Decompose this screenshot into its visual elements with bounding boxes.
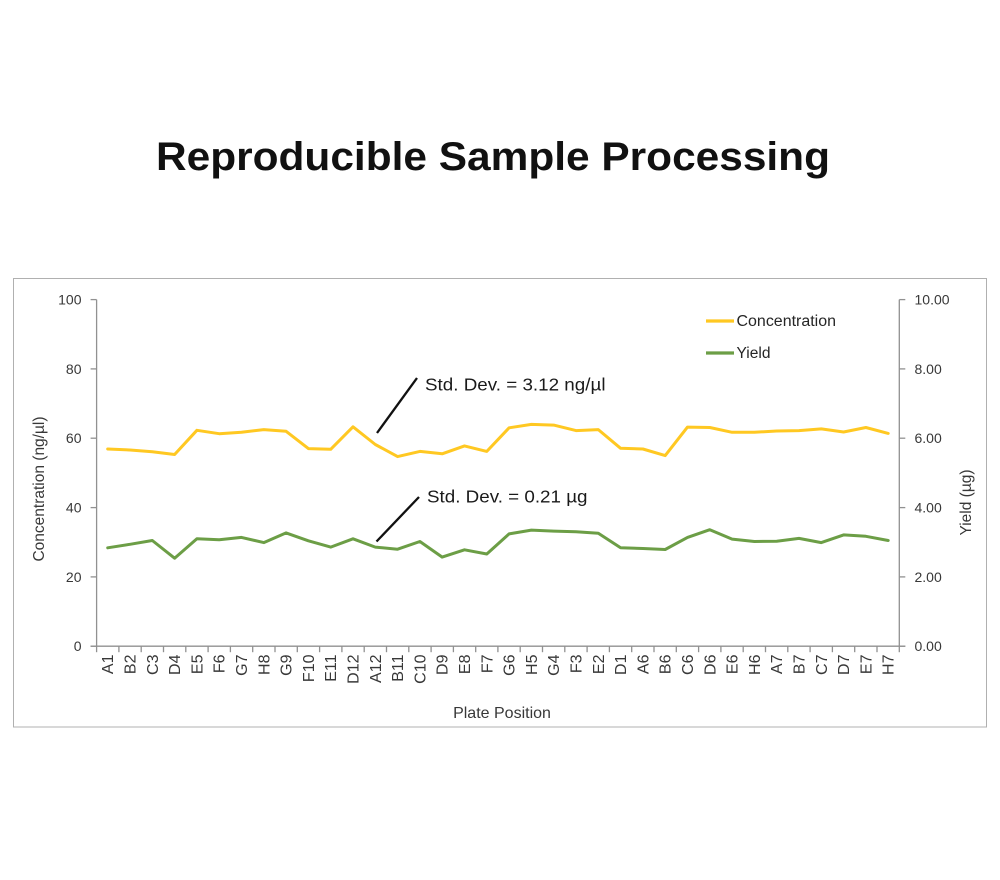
svg-text:40: 40 (66, 500, 82, 516)
svg-text:H5: H5 (524, 654, 541, 675)
svg-text:A7: A7 (769, 654, 786, 674)
svg-text:F6: F6 (212, 654, 229, 673)
svg-text:C6: C6 (680, 654, 697, 675)
svg-text:H8: H8 (256, 654, 273, 675)
svg-text:F10: F10 (301, 654, 318, 682)
svg-text:H7: H7 (881, 654, 898, 675)
svg-text:E8: E8 (457, 654, 474, 674)
svg-text:D4: D4 (167, 654, 184, 675)
svg-text:E11: E11 (323, 654, 340, 681)
svg-text:8.00: 8.00 (915, 361, 942, 377)
svg-text:Concentration (ng/µl): Concentration (ng/µl) (31, 416, 48, 561)
svg-text:D1: D1 (613, 654, 630, 675)
svg-text:E2: E2 (591, 654, 608, 674)
svg-text:C10: C10 (412, 654, 429, 683)
svg-text:Std. Dev. = 3.12 ng/µl: Std. Dev. = 3.12 ng/µl (425, 375, 606, 395)
svg-text:Concentration: Concentration (737, 313, 837, 330)
svg-text:E5: E5 (189, 654, 206, 674)
svg-text:2.00: 2.00 (915, 569, 942, 585)
svg-text:Reproducible Sample Processing: Reproducible Sample Processing (156, 135, 830, 179)
svg-text:F7: F7 (479, 654, 496, 673)
svg-text:A6: A6 (635, 654, 652, 674)
svg-text:Std. Dev. = 0.21 µg: Std. Dev. = 0.21 µg (427, 486, 588, 506)
svg-text:Yield (µg): Yield (µg) (958, 469, 975, 535)
svg-text:80: 80 (66, 361, 82, 377)
svg-text:4.00: 4.00 (915, 500, 942, 516)
svg-text:10.00: 10.00 (915, 292, 950, 308)
svg-text:D9: D9 (435, 654, 452, 675)
svg-text:H6: H6 (747, 654, 764, 675)
svg-text:A12: A12 (368, 654, 385, 683)
svg-text:D12: D12 (345, 654, 362, 683)
svg-text:F3: F3 (568, 654, 585, 673)
svg-text:D6: D6 (702, 654, 719, 675)
svg-text:6.00: 6.00 (915, 430, 942, 446)
svg-text:D7: D7 (836, 654, 853, 675)
svg-text:C7: C7 (814, 654, 831, 675)
svg-text:0.00: 0.00 (915, 638, 942, 654)
svg-text:60: 60 (66, 430, 82, 446)
svg-text:B7: B7 (791, 654, 808, 674)
svg-text:E7: E7 (858, 654, 875, 674)
svg-text:Plate Position: Plate Position (453, 705, 551, 722)
svg-text:C3: C3 (145, 654, 162, 675)
svg-text:E6: E6 (725, 654, 742, 674)
svg-text:B2: B2 (122, 654, 139, 674)
svg-text:G9: G9 (279, 654, 296, 675)
svg-text:Yield: Yield (737, 345, 771, 362)
svg-text:20: 20 (66, 569, 82, 585)
svg-text:100: 100 (58, 292, 82, 308)
svg-text:A1: A1 (100, 654, 117, 674)
svg-text:0: 0 (74, 638, 82, 654)
svg-text:G4: G4 (546, 654, 563, 675)
svg-text:G7: G7 (234, 654, 251, 675)
svg-text:B6: B6 (658, 654, 675, 674)
svg-text:B11: B11 (390, 654, 407, 681)
svg-text:G6: G6 (502, 654, 519, 675)
